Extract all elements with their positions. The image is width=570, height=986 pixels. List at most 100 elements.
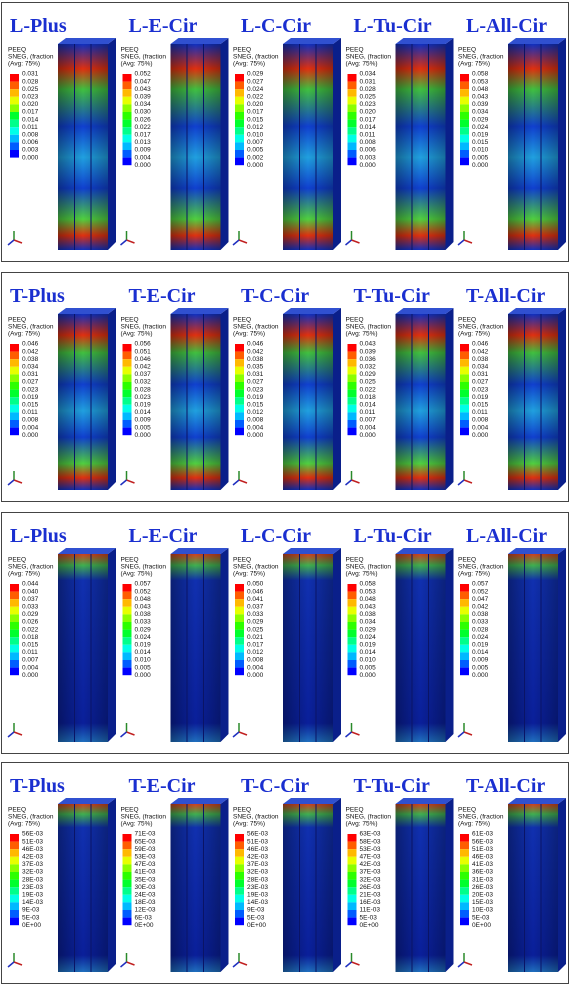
legend-value: 0.018 [22,634,39,641]
legend-swatch [10,427,19,436]
legend-swatch [122,134,132,143]
legend-value: 0.000 [472,432,489,439]
legend-subtitle: SNEG, (fraction [233,54,279,61]
legend-value: 19E-03 [22,892,43,899]
legend-swatch [122,96,132,105]
legend-subtitle: SNEG, (fraction [346,324,392,331]
legend-swatch [347,841,357,850]
legend-swatch [235,644,244,653]
column-shade [170,44,221,250]
legend-value: 0.006 [360,147,377,154]
legend-value: 0.012 [247,649,264,656]
legend-swatch [235,841,244,850]
legend-swatch [460,917,469,926]
legend-swatch [10,629,19,638]
column-top [395,308,454,314]
legend-swatch [347,629,357,638]
legend-value: 0.011 [360,132,376,139]
legend-swatch [122,584,132,592]
legend-variable: PEEQ [233,807,251,814]
legend-value: 0.005 [135,664,152,671]
axis-x [351,239,360,244]
legend-value: 0.024 [135,634,152,641]
legend-swatch [10,864,19,872]
legend-subtitle: SNEG, (fraction [8,324,54,331]
legend-swatch [10,872,19,880]
legend-value: 0.015 [22,642,39,649]
legend-value: 0.031 [22,71,39,78]
legend-swatch [460,599,469,607]
legend-variable: PEEQ [233,317,251,324]
legend-swatch [460,864,469,872]
subfigure-title: T-All-Cir [466,775,545,797]
subfigure-title: T-C-Cir [241,775,309,797]
legend-value: 0.025 [22,86,39,93]
subfigure-title: L-E-Cir [129,525,198,547]
legend-value: 41E-03 [135,869,156,876]
legend-value: 0.020 [22,101,39,108]
legend-swatch [460,420,469,428]
legend-swatch [122,119,132,128]
column-top [283,38,341,44]
axis-z [7,239,15,246]
legend-swatch [122,142,132,150]
legend-average: (Avg: 75%) [346,331,378,338]
legend-value: 0.003 [360,154,377,161]
legend-swatch [235,81,244,90]
subfigure-title: T-C-Cir [241,285,309,307]
column-shade [395,314,446,490]
column-side [333,548,341,742]
legend-swatch [122,644,132,653]
legend-value: 24E-03 [135,892,156,899]
legend-value: 0.033 [247,611,264,618]
legend-swatch [347,119,357,128]
legend-value: 6E-03 [135,914,153,921]
axis-x [238,239,248,244]
legend-swatch [347,652,357,660]
axis-z [7,479,15,486]
legend-swatch [10,119,19,128]
legend-swatch [235,599,244,607]
legend-value: 56E-03 [22,831,43,838]
legend-value: 19E-03 [247,892,268,899]
column-side [333,38,341,250]
legend-swatch [122,872,132,880]
column-shade [508,804,558,972]
legend-value: 5E-03 [360,914,378,921]
legend-value: 0.043 [135,604,152,611]
column-top [170,548,229,554]
legend-swatch [122,841,132,850]
legend-value: 0.032 [135,379,152,386]
legend-average: (Avg: 75%) [458,331,490,338]
legend-value: 0.021 [247,634,264,641]
legend-value: 61E-03 [472,831,493,838]
legend-swatch [122,629,132,638]
legend-swatch [347,74,357,82]
column-top [508,548,566,554]
legend-swatch [235,902,244,910]
legend-value: 0.010 [135,657,152,664]
legend-value: 0E+00 [22,922,41,929]
legend-swatch [460,849,469,857]
axis-x [238,731,248,736]
axis-x [463,479,473,484]
legend-value: 0.032 [360,364,377,371]
legend-swatch [347,142,357,150]
legend-swatch [235,849,244,857]
legend-value: 0.000 [22,432,39,439]
column-side [108,548,116,742]
legend-variable: PEEQ [8,557,26,564]
legend-value: 0.041 [247,596,264,603]
legend-value: 21E-03 [360,892,381,899]
legend-value: 0.019 [135,402,152,409]
legend-value: 0.057 [135,581,152,588]
legend-swatch [122,397,132,405]
legend-value: 26E-03 [360,884,381,891]
legend-swatch [460,584,469,592]
legend-value: 0.010 [360,657,377,664]
legend-swatch [10,89,19,97]
legend-swatch [10,834,19,842]
subfigure-title: T-Tu-Cir [354,285,430,307]
legend-swatch [460,591,469,600]
axis-x [238,961,248,966]
